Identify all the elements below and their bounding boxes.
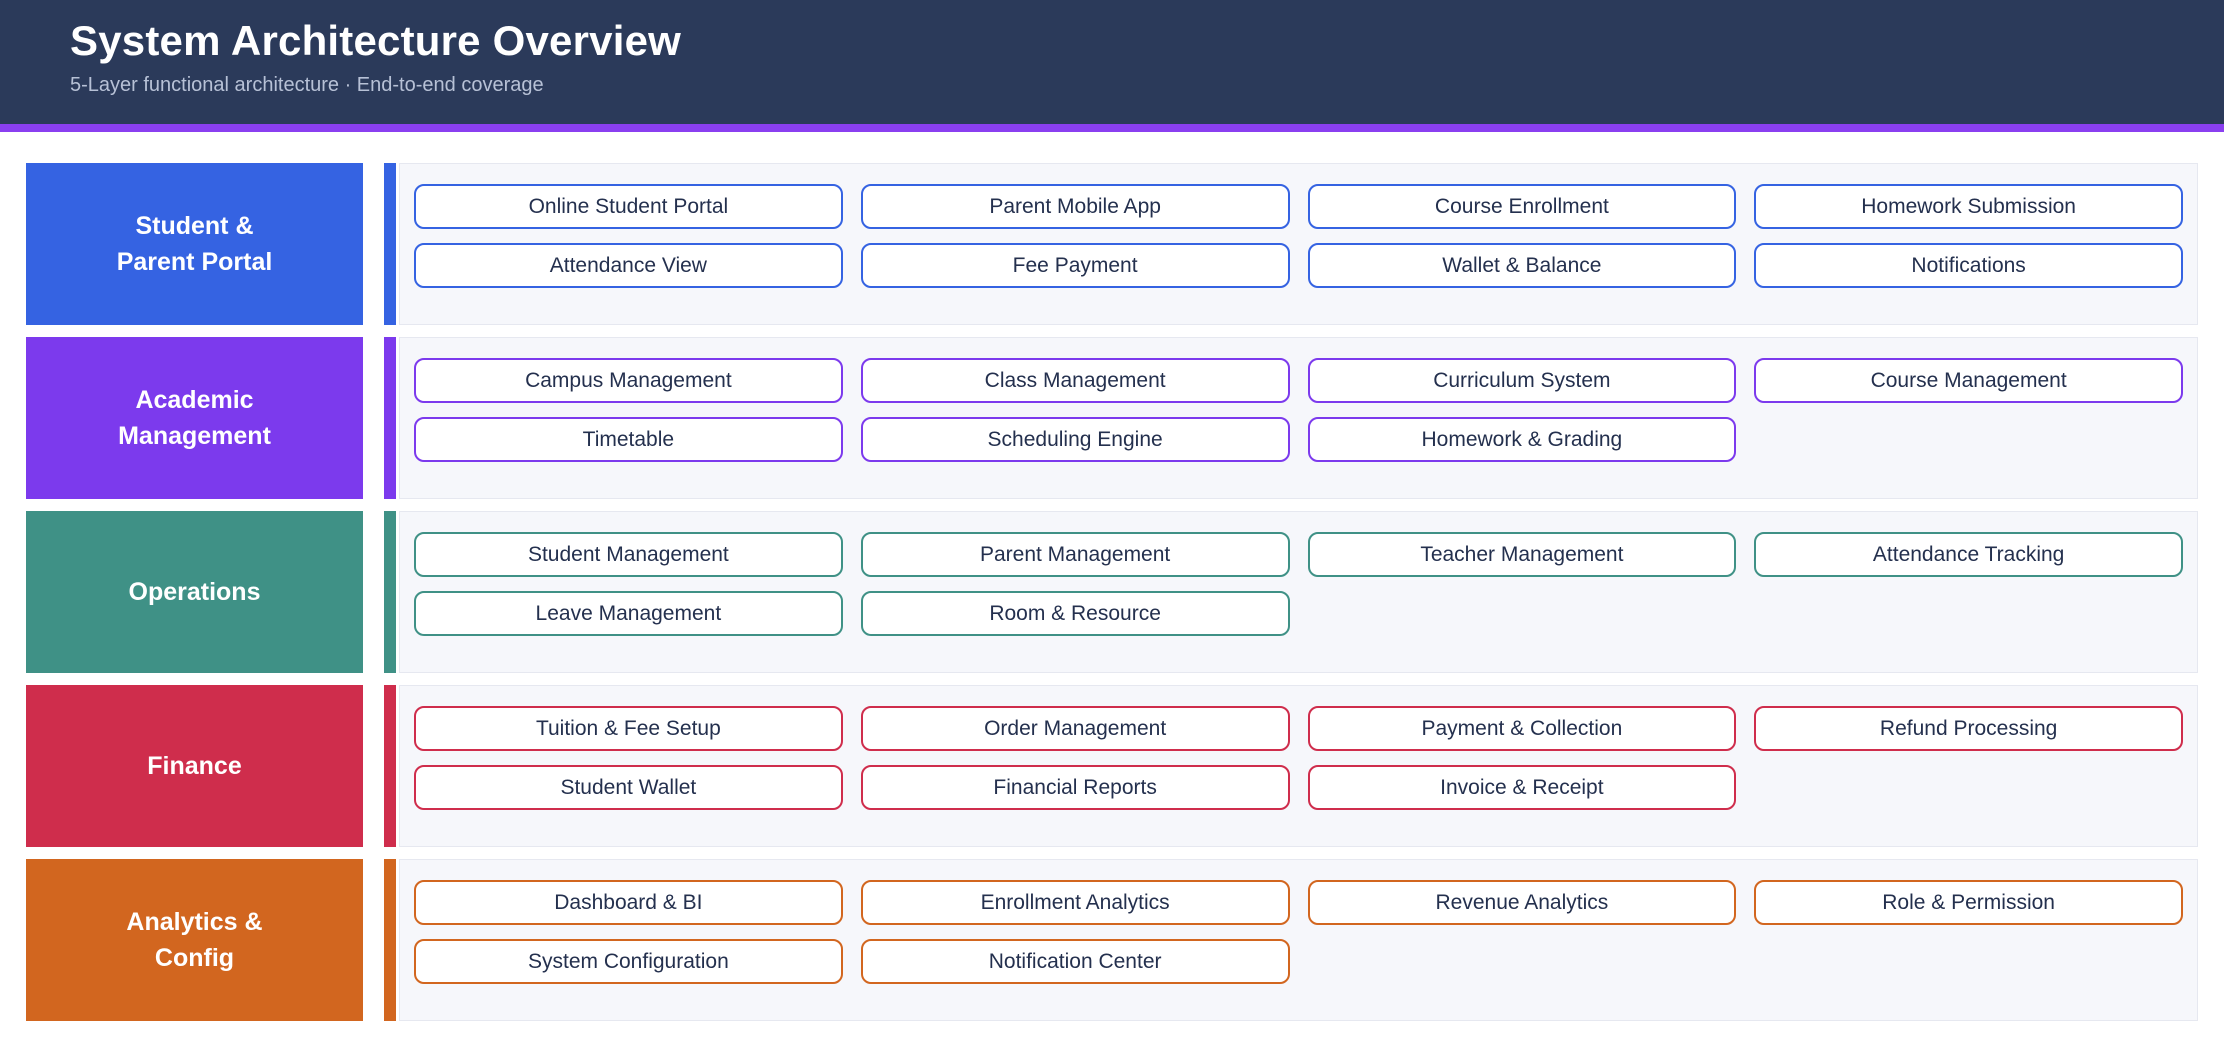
- module-pill: Student Management: [414, 532, 843, 577]
- layer-panel: Student Management Parent Management Teach…: [399, 511, 2198, 673]
- module-pill: Student Wallet: [414, 765, 843, 810]
- layer-panel: Tuition & Fee Setup Order Management Payme…: [399, 685, 2198, 847]
- layer-label: Operations: [26, 511, 363, 673]
- layer-row: Academic Management Campus Management Cla…: [26, 337, 2198, 499]
- module-pill: Room & Resource: [860, 591, 1290, 636]
- module-pill: Timetable: [414, 417, 843, 462]
- layer-row: Analytics & Config Dashboard & BI Enrollm…: [26, 859, 2198, 1021]
- module-pill: Online Student Portal: [414, 184, 843, 229]
- module-pill: Invoice & Receipt: [1307, 765, 1737, 810]
- module-pill: Role & Permission: [1754, 880, 2183, 925]
- module-pill: Fee Payment: [860, 243, 1290, 288]
- module-pill: Parent Management: [860, 532, 1290, 577]
- module-pill: Homework Submission: [1754, 184, 2183, 229]
- accent-strip: [0, 124, 2224, 132]
- layer-accent-bar: [384, 163, 396, 325]
- module-pill: Course Enrollment: [1307, 184, 1737, 229]
- module-pill: Tuition & Fee Setup: [414, 706, 843, 751]
- layer-row: Student & Parent Portal Online Student P…: [26, 163, 2198, 325]
- header: System Architecture Overview 5-Layer fun…: [0, 0, 2224, 124]
- module-pill: Scheduling Engine: [860, 417, 1290, 462]
- module-pill: Curriculum System: [1307, 358, 1737, 403]
- module-pill: Enrollment Analytics: [860, 880, 1290, 925]
- layer-label: Student & Parent Portal: [26, 163, 363, 325]
- layer-panel: Dashboard & BI Enrollment Analytics Revenu…: [399, 859, 2198, 1021]
- layer-accent-bar: [384, 337, 396, 499]
- layer-label: Academic Management: [26, 337, 363, 499]
- module-pill: System Configuration: [414, 939, 843, 984]
- module-pill: Class Management: [860, 358, 1290, 403]
- module-pill: Homework & Grading: [1307, 417, 1737, 462]
- page-title: System Architecture Overview: [70, 17, 681, 64]
- layer-label: Finance: [26, 685, 363, 847]
- module-pill: Campus Management: [414, 358, 843, 403]
- module-pill: Teacher Management: [1307, 532, 1737, 577]
- page-subtitle: 5-Layer functional architecture · End-to…: [70, 74, 544, 97]
- module-pill: Dashboard & BI: [414, 880, 843, 925]
- module-pill: Refund Processing: [1754, 706, 2183, 751]
- layer-row: Operations Student Management Parent Mana…: [26, 511, 2198, 673]
- layer-panel: Online Student Portal Parent Mobile App Co…: [399, 163, 2198, 325]
- module-pill: Notification Center: [860, 939, 1290, 984]
- layer-label: Analytics & Config: [26, 859, 363, 1021]
- layer-accent-bar: [384, 685, 396, 847]
- layer-accent-bar: [384, 511, 396, 673]
- module-pill: Notifications: [1754, 243, 2183, 288]
- layers-container: Student & Parent Portal Online Student P…: [0, 132, 2224, 1021]
- module-pill: Financial Reports: [860, 765, 1290, 810]
- layer-row: Finance Tuition & Fee Setup Order Managem…: [26, 685, 2198, 847]
- module-pill: Course Management: [1754, 358, 2183, 403]
- module-pill: Attendance Tracking: [1754, 532, 2183, 577]
- module-pill: Order Management: [860, 706, 1290, 751]
- module-pill: Attendance View: [414, 243, 843, 288]
- layer-panel: Campus Management Class Management Curricu…: [399, 337, 2198, 499]
- module-pill: Payment & Collection: [1307, 706, 1737, 751]
- module-pill: Revenue Analytics: [1307, 880, 1737, 925]
- module-pill: Wallet & Balance: [1307, 243, 1737, 288]
- module-pill: Parent Mobile App: [860, 184, 1290, 229]
- layer-accent-bar: [384, 859, 396, 1021]
- module-pill: Leave Management: [414, 591, 843, 636]
